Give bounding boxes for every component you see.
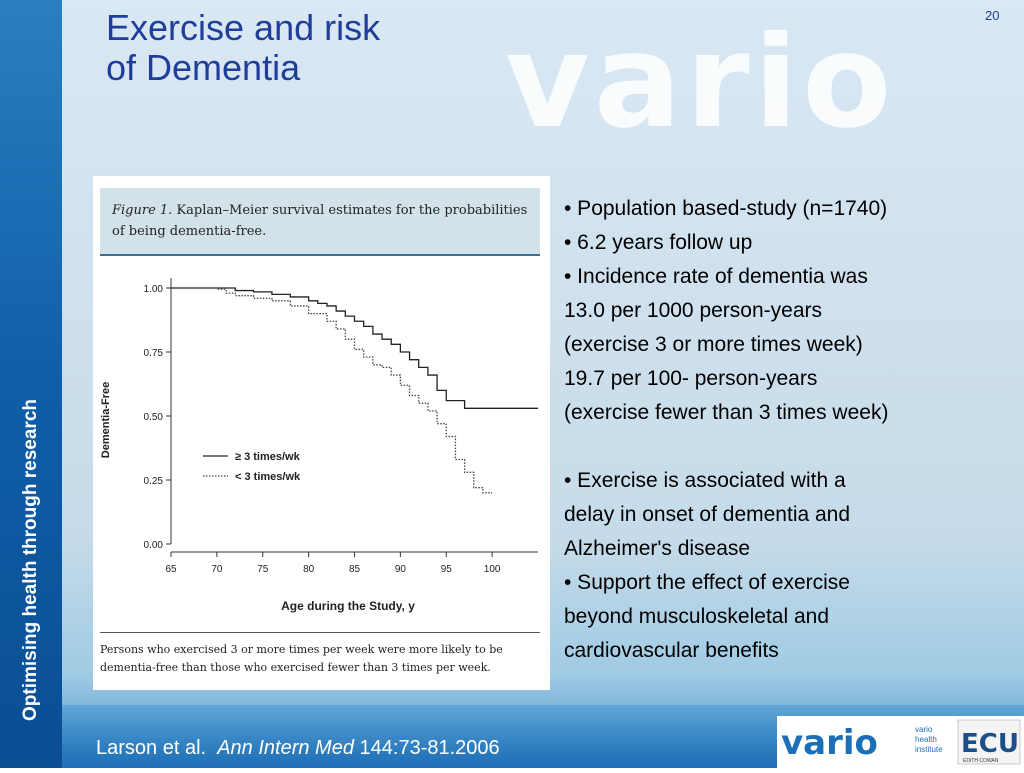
y-tick-label: 0.75 bbox=[144, 348, 164, 359]
x-tick-label: 90 bbox=[395, 564, 407, 575]
citation-ref: 144:73-81.2006 bbox=[359, 737, 500, 759]
bullet-line: • 6.2 years follow up bbox=[564, 231, 753, 254]
title-line-2: of Dementia bbox=[106, 47, 301, 88]
x-tick-label: 95 bbox=[441, 564, 453, 575]
y-tick-label: 0.25 bbox=[144, 476, 164, 487]
figure-caption: Figure 1. Kaplan–Meier survival estimate… bbox=[112, 200, 532, 242]
x-tick-label: 75 bbox=[257, 564, 269, 575]
page-number: 20 bbox=[985, 8, 1000, 23]
citation: Larson et al. Ann Intern Med 144:73-81.2… bbox=[96, 737, 500, 760]
logo-box: vario vario health institute ECU EDITH C… bbox=[777, 716, 1024, 768]
bullet-line: • Exercise is associated with a bbox=[564, 469, 846, 492]
chart-axes: 1.00 0.75 0.50 0.25 0.00 65 70 75 80 85 90 95 100 bbox=[144, 278, 538, 575]
chart-legend: ≥ 3 times/wk < 3 times/wk bbox=[203, 451, 301, 483]
x-tick-label: 85 bbox=[349, 564, 361, 575]
bullet-line: • Support the effect of exercise bbox=[564, 571, 850, 594]
chart-series bbox=[171, 287, 538, 494]
x-tick-label: 70 bbox=[211, 564, 223, 575]
y-tick-label: 1.00 bbox=[144, 284, 164, 295]
title-line-1: Exercise and risk bbox=[106, 7, 381, 48]
vario-logo-sub-2: health bbox=[915, 735, 937, 744]
figure-panel: Figure 1. Kaplan–Meier survival estimate… bbox=[93, 176, 550, 690]
series-line-frequent bbox=[171, 287, 538, 409]
vario-watermark-logo: vario bbox=[505, 30, 895, 140]
bullet-list: • Population based-study (n=1740) • 6.2 y… bbox=[564, 192, 1014, 668]
y-tick-label: 0.00 bbox=[144, 540, 164, 551]
x-tick-label: 80 bbox=[303, 564, 315, 575]
bullet-line: • Incidence rate of dementia was bbox=[564, 265, 868, 288]
bullet-line: 13.0 per 1000 person-years bbox=[564, 299, 822, 322]
bullet-line: (exercise fewer than 3 times week) bbox=[564, 401, 889, 424]
x-tick-label: 100 bbox=[484, 564, 501, 575]
watermark-text: vario bbox=[505, 30, 895, 140]
figure-caption-text: Kaplan–Meier survival estimates for the … bbox=[112, 203, 528, 239]
x-tick-label: 65 bbox=[165, 564, 177, 575]
bullet-line: delay in onset of dementia and bbox=[564, 503, 851, 526]
bullet-line: • Population based-study (n=1740) bbox=[564, 197, 888, 220]
figure-footnote: Persons who exercised 3 or more times pe… bbox=[100, 632, 540, 677]
vario-logo-sub-1: vario bbox=[915, 725, 933, 734]
bullet-line bbox=[564, 430, 1014, 464]
ecu-logo: ECU bbox=[961, 729, 1019, 759]
legend-label: ≥ 3 times/wk bbox=[235, 451, 301, 463]
x-axis-label: Age during the Study, y bbox=[281, 599, 415, 613]
bullet-line: 19.7 per 100- person-years bbox=[564, 367, 818, 390]
institution-logos: vario vario health institute ECU EDITH C… bbox=[781, 719, 1021, 765]
y-tick-label: 0.50 bbox=[144, 412, 164, 423]
sidebar-strip: Optimising health through research bbox=[0, 0, 62, 768]
ecu-logo-sub: EDITH COWAN bbox=[963, 758, 999, 764]
bullet-line: beyond musculoskeletal and bbox=[564, 605, 830, 628]
bullet-line: (exercise 3 or more times week) bbox=[564, 333, 863, 356]
slide-title: Exercise and risk of Dementia bbox=[106, 8, 380, 88]
citation-authors: Larson et al. bbox=[96, 737, 207, 759]
citation-journal: Ann Intern Med bbox=[217, 737, 354, 759]
vario-logo-sub-3: institute bbox=[915, 745, 943, 754]
y-axis-label: Dementia-Free bbox=[100, 382, 112, 458]
sidebar-tagline: Optimising health through research bbox=[20, 399, 41, 721]
bullet-line: Alzheimer's disease bbox=[564, 537, 751, 560]
figure-caption-box: Figure 1. Kaplan–Meier survival estimate… bbox=[100, 188, 540, 256]
bullet-line: cardiovascular benefits bbox=[564, 639, 779, 662]
vario-logo: vario bbox=[781, 723, 878, 763]
kaplan-meier-chart: 1.00 0.75 0.50 0.25 0.00 65 70 75 80 85 90 95 100 De… bbox=[100, 278, 538, 613]
figure-caption-label: Figure 1. bbox=[112, 203, 173, 218]
legend-label: < 3 times/wk bbox=[235, 471, 301, 483]
